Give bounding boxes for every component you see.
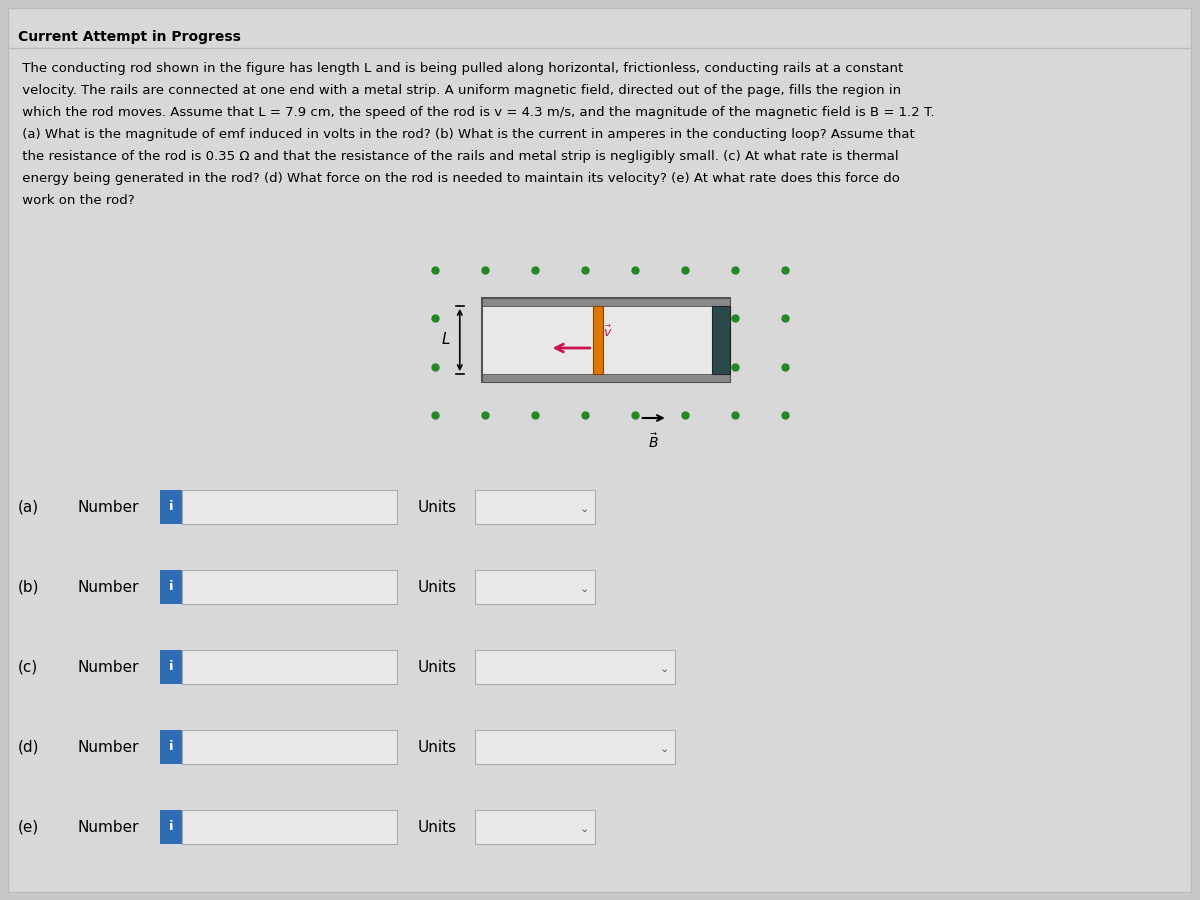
Text: (a): (a) <box>18 500 40 515</box>
FancyBboxPatch shape <box>160 490 182 524</box>
Text: i: i <box>169 661 173 673</box>
FancyBboxPatch shape <box>481 374 730 382</box>
Text: (b): (b) <box>18 580 40 595</box>
Text: ⌄: ⌄ <box>580 504 589 514</box>
Text: (a) What is the magnitude of emf induced in volts in the rod? (b) What is the cu: (a) What is the magnitude of emf induced… <box>18 128 914 141</box>
FancyBboxPatch shape <box>182 490 397 524</box>
Text: $\vec{v}$: $\vec{v}$ <box>602 324 612 339</box>
FancyBboxPatch shape <box>593 306 602 374</box>
Text: Units: Units <box>418 740 457 754</box>
FancyBboxPatch shape <box>182 810 397 844</box>
FancyBboxPatch shape <box>475 730 674 764</box>
Text: i: i <box>169 580 173 593</box>
FancyBboxPatch shape <box>182 650 397 684</box>
FancyBboxPatch shape <box>481 298 730 306</box>
Text: work on the rod?: work on the rod? <box>18 194 134 207</box>
Text: Current Attempt in Progress: Current Attempt in Progress <box>18 30 241 44</box>
Text: the resistance of the rod is 0.35 Ω and that the resistance of the rails and met: the resistance of the rod is 0.35 Ω and … <box>18 150 899 163</box>
Text: (c): (c) <box>18 660 38 674</box>
FancyBboxPatch shape <box>475 650 674 684</box>
FancyBboxPatch shape <box>475 490 595 524</box>
Text: ⌄: ⌄ <box>580 584 589 594</box>
FancyBboxPatch shape <box>8 8 1192 892</box>
Text: Number: Number <box>78 820 139 834</box>
Text: energy being generated in the rod? (d) What force on the rod is needed to mainta: energy being generated in the rod? (d) W… <box>18 172 900 185</box>
Text: (d): (d) <box>18 740 40 754</box>
Text: velocity. The rails are connected at one end with a metal strip. A uniform magne: velocity. The rails are connected at one… <box>18 84 901 97</box>
FancyBboxPatch shape <box>182 730 397 764</box>
Text: Units: Units <box>418 660 457 674</box>
FancyBboxPatch shape <box>160 730 182 764</box>
FancyBboxPatch shape <box>475 570 595 604</box>
Text: L: L <box>442 332 450 347</box>
Text: Units: Units <box>418 820 457 834</box>
Text: Number: Number <box>78 500 139 515</box>
Text: ⌄: ⌄ <box>660 664 670 674</box>
Text: ⌄: ⌄ <box>660 744 670 754</box>
Text: Units: Units <box>418 580 457 595</box>
Text: (e): (e) <box>18 820 40 834</box>
Text: i: i <box>169 741 173 753</box>
Text: Number: Number <box>78 660 139 674</box>
Text: which the rod moves. Assume that L = 7.9 cm, the speed of the rod is v = 4.3 m/s: which the rod moves. Assume that L = 7.9… <box>18 106 935 119</box>
FancyBboxPatch shape <box>160 810 182 844</box>
FancyBboxPatch shape <box>160 570 182 604</box>
FancyBboxPatch shape <box>712 306 730 374</box>
Text: Number: Number <box>78 580 139 595</box>
Text: i: i <box>169 821 173 833</box>
FancyBboxPatch shape <box>160 650 182 684</box>
FancyBboxPatch shape <box>481 298 730 382</box>
Text: Number: Number <box>78 740 139 754</box>
FancyBboxPatch shape <box>475 810 595 844</box>
Text: $\vec{B}$: $\vec{B}$ <box>648 432 659 451</box>
Text: The conducting rod shown in the figure has length L and is being pulled along ho: The conducting rod shown in the figure h… <box>18 62 904 75</box>
Text: ⌄: ⌄ <box>580 824 589 834</box>
Text: Units: Units <box>418 500 457 515</box>
Text: i: i <box>169 500 173 514</box>
FancyBboxPatch shape <box>182 570 397 604</box>
